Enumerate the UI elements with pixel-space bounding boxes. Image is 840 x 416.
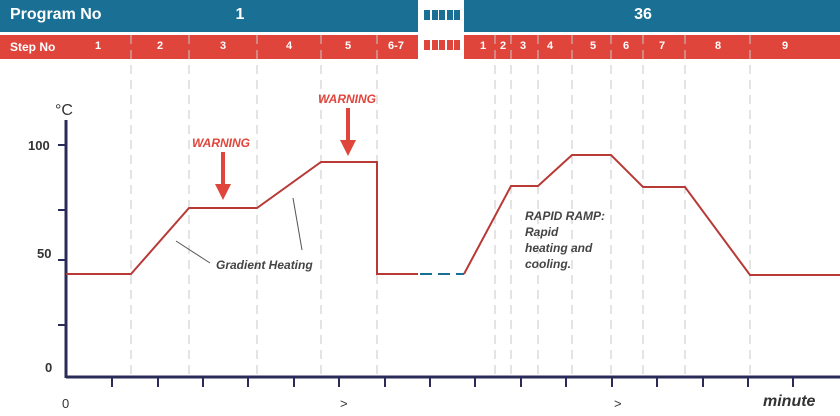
step-p36-4: 4 — [546, 40, 554, 52]
x-unit-label: minute — [763, 393, 816, 410]
gradient-leader-1 — [175, 240, 211, 264]
warning-arrow-2-icon — [340, 140, 356, 156]
gradient-leader-2 — [292, 197, 303, 251]
program-number-36: 36 — [634, 6, 652, 23]
step-p1-6-7: 6-7 — [388, 40, 404, 52]
y-unit-label: °C — [55, 102, 73, 119]
step-p36-7: 7 — [658, 40, 666, 52]
warning-label-1: WARNING — [192, 136, 250, 150]
rapid-ramp-line-3: heating and — [525, 241, 593, 255]
step-p1-1: 1 — [94, 40, 102, 52]
x-tick-0: 0 — [62, 396, 69, 411]
rapid-ramp-line-2: Rapid — [525, 225, 559, 239]
gap-dashes-blue — [424, 10, 460, 20]
step-p1-3: 3 — [219, 40, 227, 52]
step-p36-5: 5 — [589, 40, 597, 52]
rapid-ramp-line-1: RAPID RAMP: — [525, 209, 605, 223]
gap-dashes-red — [424, 40, 460, 50]
program-number-1: 1 — [235, 6, 245, 23]
step-p1-5: 5 — [344, 40, 352, 52]
step-p36-2: 2 — [499, 40, 507, 52]
step-dividers — [130, 35, 751, 378]
program-label: Program No — [10, 6, 102, 23]
warning-arrow-1-icon — [215, 184, 231, 200]
x-ticks — [111, 377, 794, 387]
rapid-ramp-line-4: cooling. — [525, 257, 571, 271]
x-arrow-2: > — [614, 396, 622, 411]
step-label: Step No — [10, 40, 56, 54]
step-p1-2: 2 — [156, 40, 164, 52]
curve-program-36 — [463, 154, 840, 276]
step-p36-9: 9 — [781, 40, 789, 52]
x-arrow-1: > — [340, 396, 348, 411]
y-ticks — [58, 144, 66, 326]
gradient-heating-label: Gradient Heating — [216, 258, 313, 272]
step-p36-1: 1 — [479, 40, 487, 52]
step-p36-8: 8 — [714, 40, 722, 52]
warning-label-2: WARNING — [318, 92, 376, 106]
y-tick-50: 50 — [37, 246, 51, 261]
y-tick-0: 0 — [45, 360, 52, 375]
y-tick-100: 100 — [28, 138, 50, 153]
step-p36-6: 6 — [622, 40, 630, 52]
step-p36-3: 3 — [519, 40, 527, 52]
step-p1-4: 4 — [285, 40, 293, 52]
